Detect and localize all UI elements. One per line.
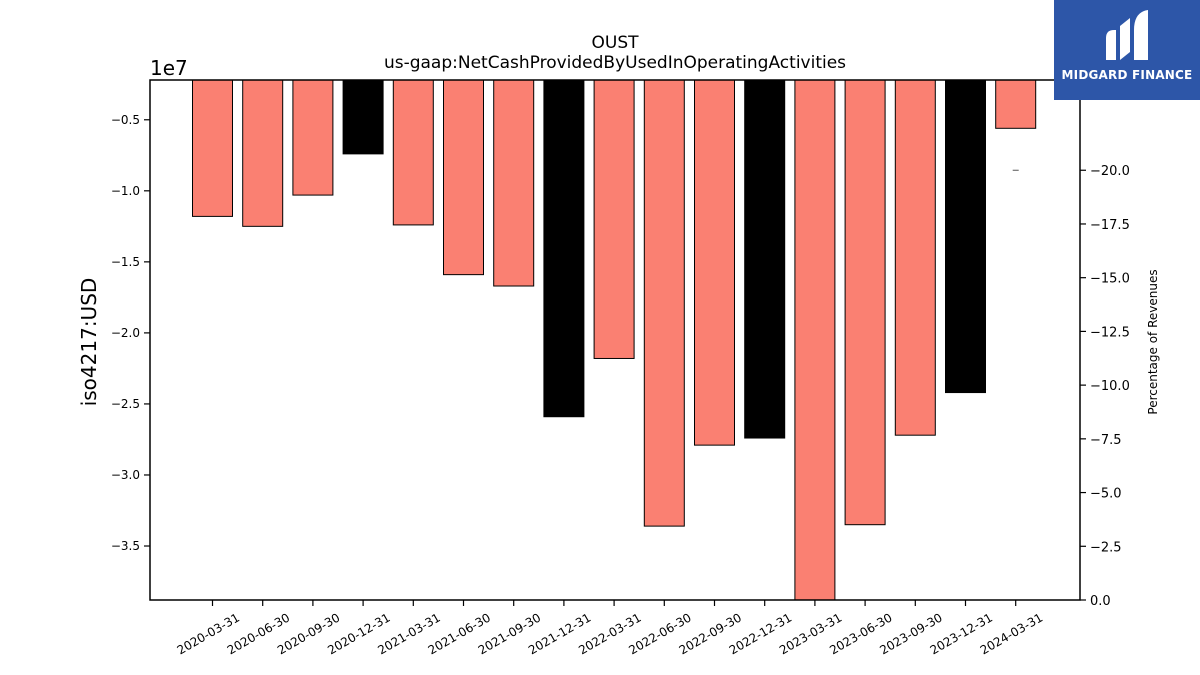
chart-title: OUST	[592, 33, 640, 53]
bar	[945, 79, 986, 394]
bar	[894, 79, 936, 436]
bar	[443, 79, 484, 276]
y-tick-label: −1.5	[111, 255, 140, 269]
y2-tick-label: −15.0	[1090, 272, 1130, 287]
y-ticks-group: −0.5 −1.0 −1.5 −2.0 −2.5 −3.0 −3.5	[111, 113, 150, 553]
y-multiplier-label: 1e7	[150, 56, 188, 80]
y2-tick-label: −10.0	[1090, 379, 1130, 394]
y-tick-label: −0.5	[111, 113, 140, 127]
y2-tick-label: −12.5	[1090, 325, 1130, 340]
bars-group	[192, 79, 1037, 601]
bar	[192, 79, 233, 217]
x-ticks-group: 2020-03-312020-06-302020-09-302020-12-31…	[175, 600, 1045, 657]
y2-tick-label: −7.5	[1090, 433, 1122, 448]
bar	[292, 79, 334, 196]
logo-text: MIDGARD FINANCE	[1061, 68, 1193, 82]
plot-frame	[149, 79, 1081, 601]
midgard-finance-logo: MIDGARD FINANCE	[1054, 0, 1200, 100]
y-tick-label: −2.0	[111, 326, 140, 340]
bar	[392, 79, 434, 226]
y-axis-label: iso4217:USD	[77, 278, 101, 407]
y2-tick-label: 0.0	[1090, 594, 1111, 609]
midgard-logo-icon	[1106, 10, 1148, 60]
bar	[744, 79, 786, 439]
bar	[593, 79, 635, 359]
bar	[342, 79, 384, 155]
bar	[643, 79, 685, 527]
bar	[694, 79, 735, 446]
y2-tick-label: −20.0	[1090, 164, 1130, 179]
bar	[543, 79, 585, 418]
y2-ticks-group: −20.0 −17.5 −15.0 −12.5 −10.0 −7.5 −5.0 −2.5 0.0	[1080, 164, 1130, 609]
chart-subtitle: us-gaap:NetCashProvidedByUsedInOperating…	[384, 53, 846, 73]
y2-tick-label: −2.5	[1090, 540, 1122, 555]
y2-tick-label: −5.0	[1090, 487, 1122, 502]
y2-axis-label: Percentage of Revenues	[1146, 269, 1160, 414]
y2-tick-label: −17.5	[1090, 218, 1130, 233]
bar	[794, 79, 836, 601]
y-tick-label: −3.0	[111, 468, 140, 482]
y-tick-label: −1.0	[111, 184, 140, 198]
bar	[242, 79, 284, 227]
y-tick-label: −3.5	[111, 539, 140, 553]
y-tick-label: −2.5	[111, 397, 140, 411]
bar	[493, 79, 535, 287]
bar	[844, 79, 886, 526]
bar	[995, 79, 1037, 129]
